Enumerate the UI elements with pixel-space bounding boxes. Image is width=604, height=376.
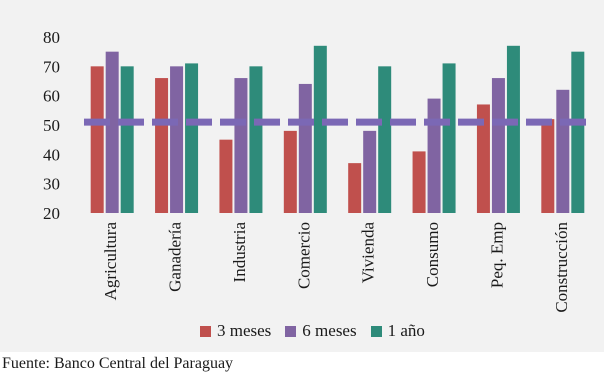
legend-swatch [285,325,297,337]
y-tick-label: 70 [43,57,60,76]
bar-3-meses-1 [155,78,169,213]
bar-6-meses-3 [298,83,312,213]
bar-1-año-0 [120,66,134,213]
category-label: Ganadería [166,222,185,292]
bar-6-meses-1 [170,66,184,213]
bar-3-meses-5 [412,151,426,213]
y-tick-label: 80 [43,28,60,47]
bar-3-meses-6 [476,104,490,213]
legend-item: 3 meses [200,321,271,341]
y-tick-label: 30 [43,175,60,194]
legend-label: 3 meses [217,321,272,340]
bar-1-año-4 [378,66,392,213]
bar-6-meses-0 [105,51,119,213]
bar-6-meses-7 [556,89,570,213]
bar-3-meses-2 [219,139,233,213]
bar-3-meses-3 [283,130,297,213]
bar-6-meses-4 [363,130,377,213]
legend-swatch [200,325,211,337]
category-label: Construcción [552,222,571,313]
y-tick-label: 40 [43,145,60,164]
legend: 3 meses 6 meses 1 año [200,320,439,342]
y-tick-label: 20 [43,204,60,223]
category-label: Consumo [423,222,442,287]
bar-6-meses-5 [427,98,441,213]
legend-label: 6 meses [302,321,357,340]
y-tick-label: 60 [43,87,60,106]
category-label: Peq. Emp [487,222,506,288]
bar-1-año-2 [249,66,263,213]
bar-3-meses-4 [348,163,362,213]
legend-item: 6 meses [285,321,357,341]
legend-label: 1 año [387,321,425,340]
category-label: Comercio [294,222,313,289]
bar-3-meses-0 [90,66,104,213]
source-note: Fuente: Banco Central del Paraguay [2,355,234,372]
legend-item: 1 año [370,321,425,341]
category-label: Vivienda [359,222,378,284]
y-axis: 20 30 40 50 60 70 80 [43,28,60,223]
category-label: Agricultura [101,222,120,301]
bar-6-meses-6 [491,78,505,213]
bar-1-año-1 [185,63,199,214]
bar-1-año-5 [442,63,456,214]
bars [90,45,585,214]
bar-3-meses-7 [541,119,555,213]
bar-chart: 20 30 40 50 60 70 80 Agricultura Ganadería Indus… [43,28,589,313]
bar-1-año-6 [506,45,520,213]
chart-panel: 20 30 40 50 60 70 80 Agricultura Ganadería Indus… [0,0,604,352]
y-tick-label: 50 [43,116,60,135]
bar-1-año-7 [571,51,585,213]
legend-swatch [370,325,382,337]
x-axis: Agricultura Ganadería Industria Comercio Viv… [101,222,571,313]
category-label: Industria [230,222,249,283]
bar-6-meses-2 [234,78,248,213]
bar-1-año-3 [313,45,327,213]
